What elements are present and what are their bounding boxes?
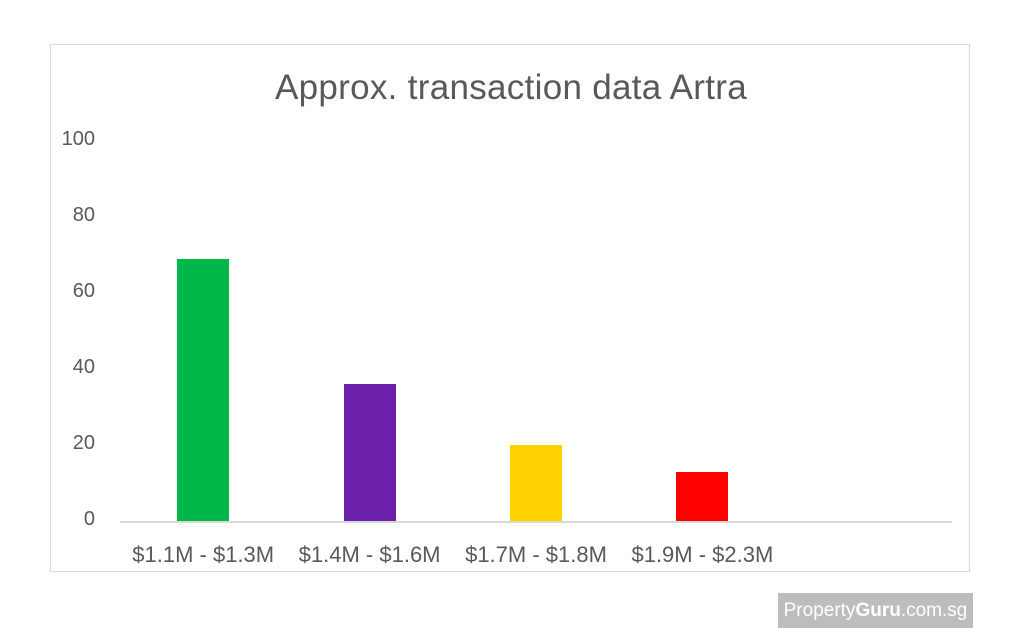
bar bbox=[177, 258, 230, 521]
chart-title: Approx. transaction data Artra bbox=[274, 68, 748, 107]
y-tick-label: 40 bbox=[72, 356, 95, 378]
y-tick-label: 80 bbox=[72, 204, 95, 226]
x-axis-line bbox=[120, 521, 952, 523]
y-tick-label: 20 bbox=[72, 432, 95, 454]
watermark-text-guru: Guru bbox=[855, 600, 901, 621]
x-tick-label: $1.1M - $1.3M bbox=[132, 542, 275, 567]
bar bbox=[343, 384, 396, 521]
bar bbox=[676, 471, 729, 521]
x-tick-label: $1.7M - $1.8M bbox=[465, 542, 607, 567]
propertyguru-watermark: PropertyGuru.com.sg bbox=[778, 593, 973, 628]
y-tick-label: 0 bbox=[83, 508, 95, 530]
y-tick-label: 100 bbox=[61, 128, 95, 150]
x-tick-label: $1.9M - $2.3M bbox=[631, 542, 774, 567]
watermark-text-property: Property bbox=[783, 600, 856, 621]
bar bbox=[510, 445, 562, 521]
x-tick-label: $1.4M - $1.6M bbox=[298, 542, 441, 567]
y-tick-label: 60 bbox=[72, 280, 95, 302]
watermark-text-domain: .com.sg bbox=[900, 600, 968, 621]
